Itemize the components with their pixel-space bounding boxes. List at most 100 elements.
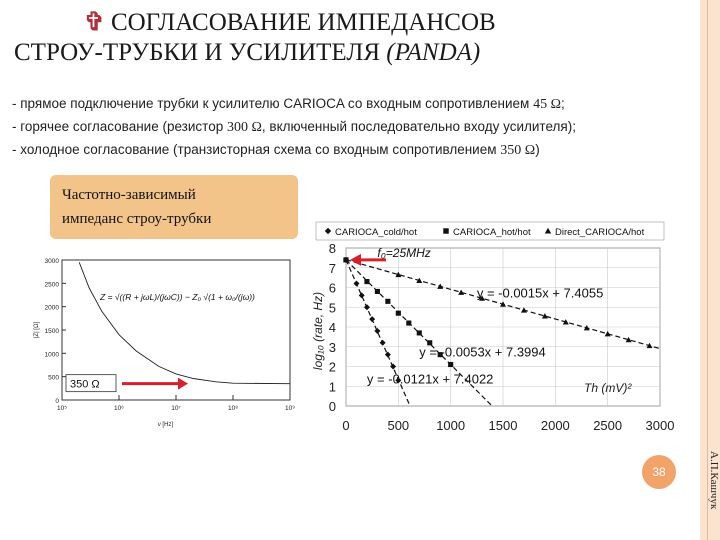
rate-x-tick-label: 1000 [436,418,465,433]
rate-y-tick-label: 4 [329,320,336,335]
rate-data-point [390,363,397,370]
title-line-2-italic: (PANDA) [386,39,481,66]
impedance-x-tick-label: 10⁵ [57,405,67,412]
rate-data-point [385,298,391,304]
rate-data-point [500,301,506,307]
rate-legend-label: Direct_CARIOCA/hot [555,227,645,238]
rate-legend-label: CARIOCA_cold/hot [335,227,417,238]
rate-y-tick-label: 0 [329,399,336,414]
rate-x-tick-label: 2500 [593,418,622,433]
impedance-y-tick-label: 2000 [45,305,60,312]
impedance-label-line-1: Частотно-зависимый [62,187,196,203]
rate-data-point [379,339,386,346]
bullet-3-text: - холодное согласование (транзисторная с… [12,142,497,157]
rate-arrow-head [350,253,361,266]
impedance-arrow-head [178,377,188,390]
right-decor-bar [700,0,720,540]
rate-y-tick-label: 2 [329,360,336,375]
rate-data-point [406,320,412,326]
impedance-y-tick-label: 2500 [45,281,60,288]
impedance-chart: 0 500 1000 1500 2000 2500 3000 10⁵ 10⁶ 10⁷ 10⁸ 10⁹ ν… [30,250,298,434]
impedance-y-tick-label: 3000 [45,258,60,265]
rate-data-point [448,361,454,368]
rate-y-tick-label: 7 [329,261,336,276]
rate-data-point [364,279,370,285]
bullet-1-suffix: ; [561,96,565,111]
cross-icon: ✞ [84,9,105,36]
rate-data-point [416,277,423,283]
rate-data-point [562,319,569,325]
rate-data-point [374,288,380,294]
rate-data-point [646,342,653,349]
bullet-2-text: - горячее согласование (резистор [12,119,224,134]
rate-y-tick-label: 3 [329,340,336,355]
rate-legend-label: CARIOCA_hot/hot [453,227,531,238]
bullet-2: - горячее согласование (резистор 300 Ω, … [12,119,576,136]
impedance-x-axis-label: ν [Hz] [158,422,174,428]
rate-data-point [395,377,402,384]
rate-x-tick-label: 500 [387,418,409,433]
bullet-1-text: - прямое подключение трубки к усилителю … [12,96,530,111]
rate-data-point [437,283,444,289]
bullet-1-value: 45 Ω [533,97,562,112]
impedance-x-tick-label: 10⁹ [285,405,295,412]
rate-data-point [369,316,376,323]
rate-chart: 0 1 2 3 4 5 6 7 8 0 500 1000 1500 2000 2500 3000 log₁₀ (… [311,221,674,433]
rate-data-point [437,352,443,358]
rate-data-point [604,330,611,337]
impedance-x-tick-label: 10⁶ [114,405,124,412]
bullet-2-suffix: , включенный последовательно входу усили… [261,119,576,134]
rate-y-axis-label: log₁₀ (rate, Hz) [311,292,325,370]
rate-fit-line [345,259,493,407]
title-line-2: СТРОУ-ТРУБКИ И УСИЛИТЕЛЯ [14,39,381,66]
rate-y-tick-label: 5 [329,300,336,315]
impedance-chart-bg [30,250,298,434]
bullet-3-value: 350 Ω [500,143,536,158]
impedance-y-tick-label: 0 [55,398,59,405]
rate-data-point [479,295,486,301]
slide-title: ✞ СОГЛАСОВАНИЕ ИМПЕДАНСОВ СТРОУ-ТРУБКИ И … [14,8,654,68]
author-label: А.П.Кашчук [700,420,720,540]
rate-legend-marker [544,227,552,234]
right-decor-rule [707,0,708,540]
impedance-x-tick-label: 10⁸ [228,405,238,412]
page-number: 38 [652,465,666,479]
rate-data-point [363,304,370,311]
bullet-3: - холодное согласование (транзисторная с… [12,142,540,159]
rate-legend-marker [443,228,449,234]
impedance-x-tick-label: 10⁷ [171,405,181,412]
rate-x-tick-label: 0 [342,418,349,433]
rate-x-axis-label: Th (mV)² [584,381,632,395]
rate-data-point [427,340,433,346]
rate-data-point [353,280,360,287]
rate-data-point [395,271,402,278]
rate-fit-label: y = -0.0121x + 7.4022 [367,371,493,386]
impedance-formula: Z = √((R + jωL)/(jωC)) − Z₀ √(1 + ω₀/(jω… [99,292,255,302]
rate-data-point [416,330,422,336]
rate-data-point [358,292,365,299]
title-line-1: СОГЛАСОВАНИЕ ИМПЕДАНСОВ [110,9,496,36]
rate-data-point [384,351,391,358]
rate-y-tick-label: 8 [329,241,336,256]
rate-y-tick-label: 1 [329,379,336,394]
rate-y-tick-label: 6 [329,281,336,296]
rate-data-point [395,310,401,316]
rate-legend-marker [324,227,332,235]
bullet-1: - прямое подключение трубки к усилителю … [12,96,565,113]
rate-fit-label: y = -0.0053x + 7.3994 [419,345,545,360]
rate-data-point [625,336,632,343]
impedance-annotation-label: 350 Ω [70,379,100,391]
impedance-y-tick-label: 1000 [45,351,60,358]
page-number-badge: 38 [642,455,676,489]
rate-data-point [458,289,465,295]
rate-data-point [520,307,527,313]
impedance-y-axis-label: |Z| [Ω] [34,322,40,339]
rate-x-tick-label: 2000 [541,418,570,433]
impedance-curve [78,262,291,385]
rate-data-point [583,324,590,331]
rate-legend-box [315,221,665,241]
rate-data-point [541,313,548,319]
bullet-3-suffix: ) [535,142,540,157]
impedance-y-tick-label: 500 [48,375,59,382]
rate-data-point [374,327,381,334]
